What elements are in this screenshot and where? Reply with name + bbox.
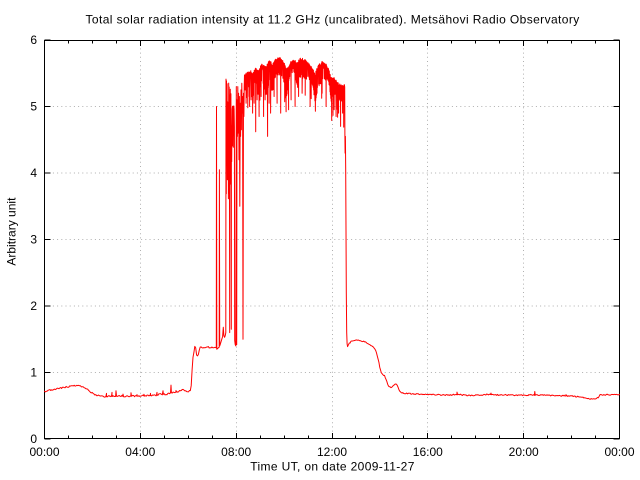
- svg-text:12:00: 12:00: [317, 445, 347, 459]
- svg-text:4: 4: [30, 166, 37, 180]
- svg-text:20:00: 20:00: [509, 445, 539, 459]
- svg-text:04:00: 04:00: [125, 445, 155, 459]
- svg-text:Time UT, on date 2009-11-27: Time UT, on date 2009-11-27: [250, 459, 414, 473]
- svg-text:Total solar radiation intensit: Total solar radiation intensity at 11.2 …: [86, 13, 580, 27]
- svg-text:3: 3: [30, 233, 37, 247]
- svg-text:00:00: 00:00: [604, 445, 634, 459]
- svg-text:0: 0: [30, 432, 37, 446]
- svg-text:08:00: 08:00: [221, 445, 251, 459]
- svg-text:2: 2: [30, 299, 37, 313]
- svg-text:1: 1: [30, 366, 37, 380]
- svg-text:Arbitrary unit: Arbitrary unit: [5, 197, 19, 266]
- svg-text:6: 6: [30, 33, 37, 47]
- svg-text:5: 5: [30, 100, 37, 114]
- svg-text:16:00: 16:00: [413, 445, 443, 459]
- svg-text:00:00: 00:00: [29, 445, 59, 459]
